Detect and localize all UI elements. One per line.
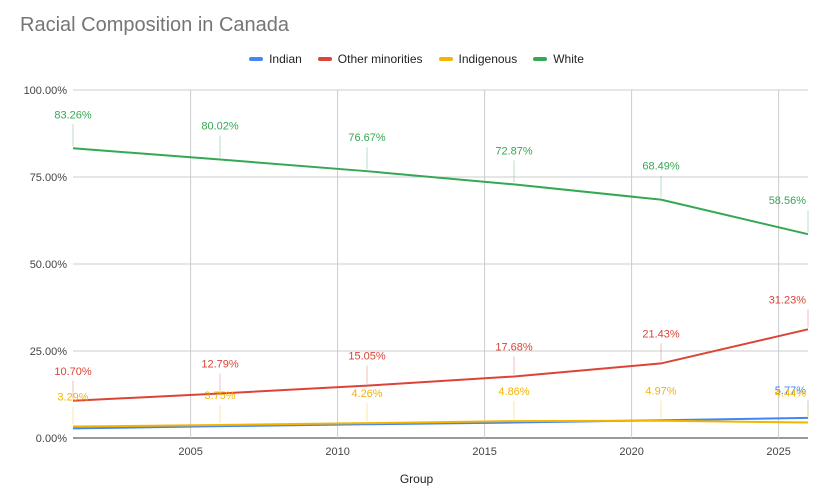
legend-swatch-other-minorities: [317, 57, 332, 61]
x-tick-label: 2005: [178, 446, 202, 458]
y-tick-label: 25.00%: [30, 346, 68, 358]
data-label: 4.86%: [498, 386, 529, 398]
data-label: 5.77%: [775, 385, 806, 397]
series-line-1[interactable]: [72, 328, 809, 402]
data-label: 21.43%: [642, 328, 680, 340]
legend-label-white: White: [553, 52, 584, 66]
y-tick-label: 0.00%: [36, 433, 67, 445]
y-tick-label: 100.00%: [24, 85, 68, 97]
x-tick-label: 2025: [766, 446, 790, 458]
x-tick-label: 2015: [472, 446, 496, 458]
legend-item-indian[interactable]: Indian: [249, 52, 302, 66]
data-label: 3.75%: [204, 390, 235, 402]
data-label: 3.29%: [57, 392, 88, 404]
data-label: 10.70%: [54, 366, 92, 378]
series-line-3[interactable]: [72, 147, 809, 236]
legend-label-other-minorities: Other minorities: [337, 52, 423, 66]
legend-item-other-minorities[interactable]: Other minorities: [317, 52, 423, 66]
data-label: 4.44%: [775, 388, 806, 400]
x-tick-label: 2010: [325, 446, 349, 458]
data-label: 80.02%: [201, 121, 239, 133]
chart-title: Racial Composition in Canada: [20, 14, 290, 36]
legend-swatch-indian: [249, 57, 264, 61]
data-label: 17.68%: [495, 341, 533, 353]
data-label: 68.49%: [642, 161, 680, 173]
legend-item-white[interactable]: White: [533, 52, 584, 66]
data-label: 76.67%: [348, 132, 386, 144]
legend: Indian Other minorities Indigenous White: [0, 52, 833, 66]
data-label: 15.05%: [348, 351, 386, 363]
data-label: 58.56%: [769, 195, 807, 207]
legend-swatch-indigenous: [438, 57, 453, 61]
x-tick-label: 2020: [619, 446, 643, 458]
data-label: 4.26%: [351, 388, 382, 400]
data-label: 12.79%: [201, 358, 239, 370]
legend-item-indigenous[interactable]: Indigenous: [438, 52, 518, 66]
legend-label-indian: Indian: [269, 52, 302, 66]
legend-label-indigenous: Indigenous: [458, 52, 518, 66]
series-line-0[interactable]: [72, 416, 809, 430]
data-label: 31.23%: [769, 294, 807, 306]
y-tick-label: 50.00%: [30, 259, 68, 271]
data-label: 72.87%: [495, 145, 533, 157]
x-axis-label: Group: [399, 472, 434, 486]
data-label: 83.26%: [54, 109, 92, 121]
data-label: 4.97%: [645, 386, 676, 398]
legend-swatch-white: [533, 57, 548, 61]
y-tick-label: 75.00%: [30, 172, 68, 184]
series-line-2[interactable]: [72, 419, 809, 428]
